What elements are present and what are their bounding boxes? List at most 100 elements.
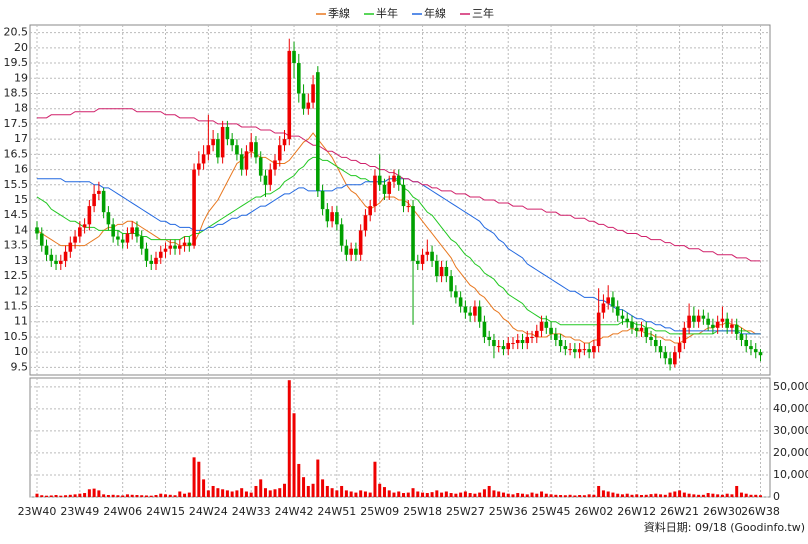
volume-bar bbox=[135, 495, 139, 497]
candle-body bbox=[477, 306, 482, 322]
candle-body bbox=[220, 126, 225, 158]
volume-bar bbox=[482, 489, 486, 497]
volume-bar bbox=[230, 491, 234, 497]
candle-body bbox=[501, 346, 506, 350]
x-tick-label: 24W51 bbox=[317, 505, 356, 518]
candle-body bbox=[668, 358, 672, 365]
volume-bar bbox=[368, 492, 372, 497]
volume-bar bbox=[349, 491, 353, 497]
candle-body bbox=[682, 327, 687, 344]
volume-bar bbox=[573, 495, 577, 497]
candle-body bbox=[120, 239, 125, 243]
volume-bar bbox=[273, 489, 277, 497]
volume-bar bbox=[221, 489, 225, 497]
y2-tick-label: 40,000 bbox=[773, 402, 808, 415]
candle-body bbox=[192, 169, 196, 246]
candle-body bbox=[287, 50, 292, 140]
y-tick-label: 20 bbox=[14, 41, 28, 54]
candle-body bbox=[625, 318, 630, 322]
candle-body bbox=[563, 346, 568, 350]
candle-body bbox=[339, 224, 344, 246]
volume-bar bbox=[720, 494, 724, 497]
volume-bar bbox=[635, 494, 639, 497]
candle-body bbox=[158, 251, 163, 258]
candle-body bbox=[268, 169, 273, 185]
volume-bar bbox=[211, 485, 215, 497]
volume-bar bbox=[730, 494, 734, 497]
candle-body bbox=[187, 242, 192, 246]
candle-body bbox=[658, 346, 663, 353]
candle-body bbox=[39, 233, 44, 246]
candle-body bbox=[116, 236, 120, 240]
volume-bar bbox=[254, 485, 258, 497]
volume-bar bbox=[378, 483, 382, 497]
volume-bar bbox=[559, 495, 563, 497]
candle-body bbox=[144, 248, 149, 261]
candle-body bbox=[753, 349, 758, 353]
x-tick-label: 24W33 bbox=[232, 505, 271, 518]
volume-bar bbox=[306, 485, 310, 497]
volume-bar bbox=[240, 488, 244, 497]
volume-bar bbox=[706, 493, 710, 497]
volume-bar bbox=[354, 492, 358, 497]
volume-bar bbox=[492, 490, 496, 497]
candle-body bbox=[387, 181, 392, 194]
candle-body bbox=[706, 318, 710, 325]
x-tick-label: 25W45 bbox=[532, 505, 571, 518]
volume-bar bbox=[497, 491, 501, 497]
volume-bar bbox=[102, 494, 106, 497]
candle-body bbox=[463, 306, 468, 313]
y-tick-label: 14.5 bbox=[4, 208, 29, 221]
volume-bar bbox=[430, 492, 434, 497]
volume-bar bbox=[463, 491, 467, 497]
candle-body bbox=[539, 321, 544, 331]
volume-bar bbox=[654, 493, 658, 497]
volume-bar bbox=[597, 485, 601, 497]
candle-body bbox=[139, 236, 144, 249]
y-tick-label: 15 bbox=[14, 193, 28, 206]
candle-body bbox=[634, 327, 639, 331]
y-tick-label: 10.5 bbox=[4, 330, 29, 343]
candle-body bbox=[758, 352, 763, 356]
volume-bar bbox=[421, 492, 425, 497]
candle-body bbox=[377, 175, 382, 185]
candle-body bbox=[44, 245, 49, 255]
volume-bar bbox=[382, 487, 386, 497]
candle-body bbox=[177, 245, 182, 249]
candle-body bbox=[382, 184, 387, 194]
candle-body bbox=[482, 321, 487, 337]
y-tick-label: 13 bbox=[14, 254, 28, 267]
candle-body bbox=[458, 297, 463, 307]
candle-body bbox=[420, 254, 425, 264]
candle-body bbox=[520, 340, 525, 344]
x-tick-label: 26W30 bbox=[703, 505, 742, 518]
volume-bar bbox=[459, 492, 463, 497]
volume-bar bbox=[97, 490, 101, 497]
candle-body bbox=[711, 324, 715, 328]
volume-bar bbox=[111, 494, 115, 497]
volume-bar bbox=[192, 457, 196, 497]
candle-body bbox=[230, 139, 234, 146]
candle-body bbox=[554, 333, 558, 340]
candle-body bbox=[406, 206, 411, 208]
volume-bar bbox=[582, 495, 586, 497]
volume-bar bbox=[568, 494, 572, 497]
volume-panel bbox=[29, 377, 771, 498]
candle-body bbox=[135, 227, 139, 237]
candle-body bbox=[311, 84, 315, 103]
volume-bar bbox=[235, 490, 239, 497]
candle-body bbox=[425, 251, 430, 255]
volume-bar bbox=[359, 490, 363, 497]
candle-body bbox=[396, 175, 401, 185]
volume-bar bbox=[244, 491, 248, 497]
x-tick-label: 24W06 bbox=[103, 505, 142, 518]
volume-bar bbox=[544, 493, 548, 497]
candle-body bbox=[630, 321, 634, 328]
volume-bar bbox=[159, 493, 163, 497]
candle-body bbox=[592, 346, 596, 353]
volume-bar bbox=[144, 495, 148, 497]
candle-body bbox=[282, 139, 287, 146]
volume-bar bbox=[759, 495, 762, 497]
volume-bar bbox=[425, 493, 429, 497]
